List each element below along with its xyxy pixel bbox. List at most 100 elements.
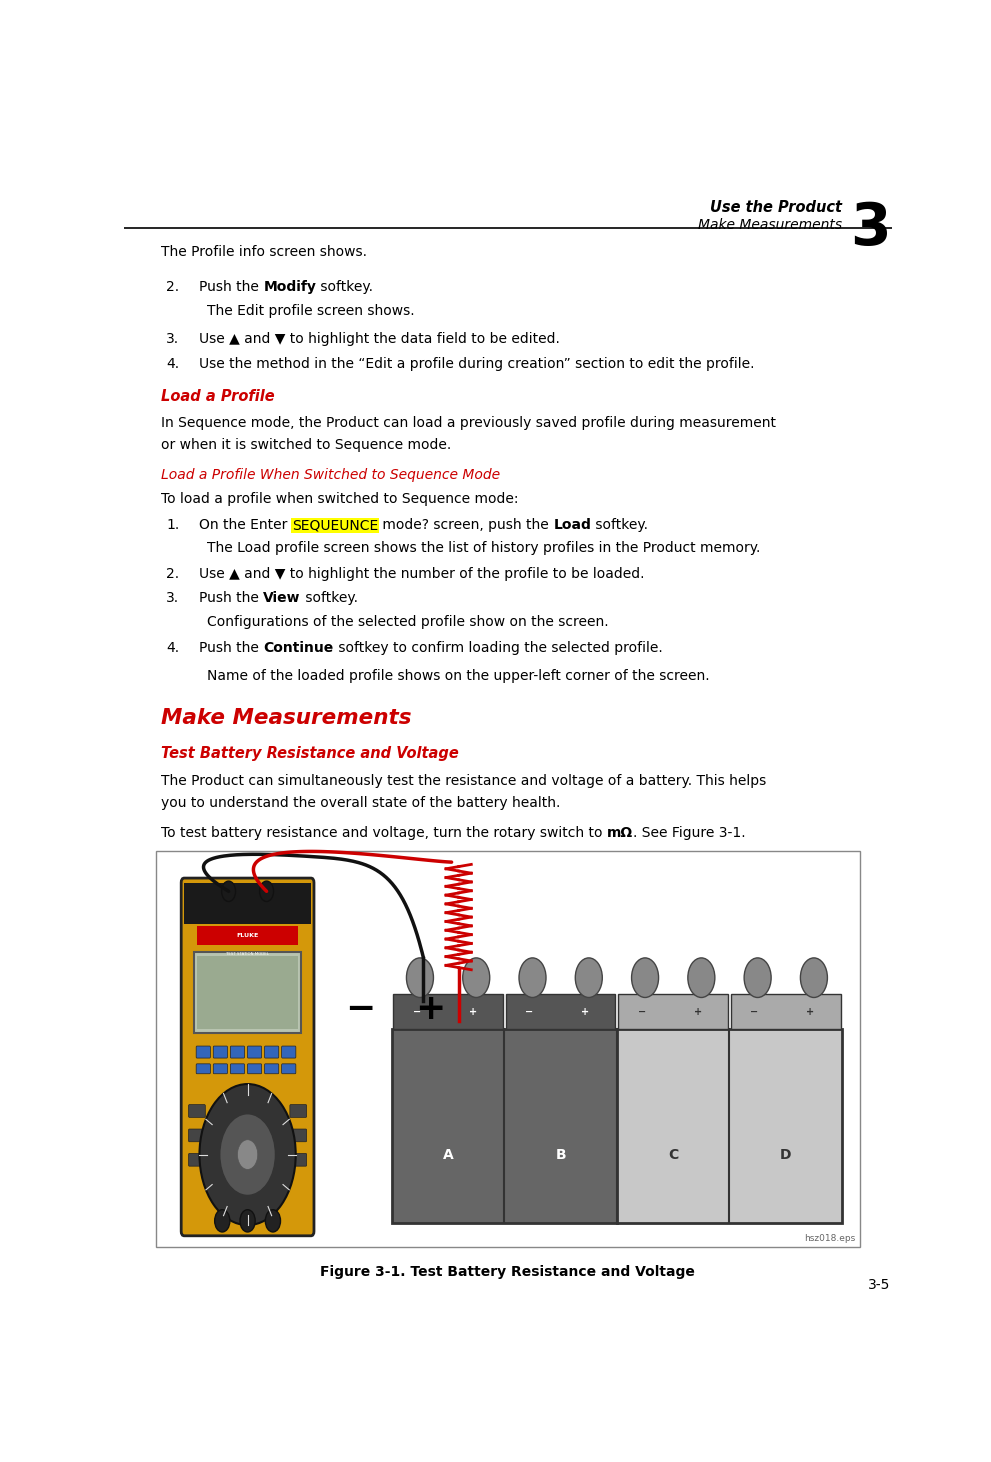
Circle shape: [688, 958, 715, 997]
Circle shape: [222, 882, 236, 902]
FancyBboxPatch shape: [290, 1154, 306, 1167]
Text: B: B: [555, 1149, 566, 1162]
Text: Push the: Push the: [199, 592, 264, 605]
FancyBboxPatch shape: [188, 1154, 205, 1167]
Text: softkey.: softkey.: [301, 592, 358, 605]
Text: −: −: [637, 1007, 646, 1016]
Text: TEST STATION MODEL: TEST STATION MODEL: [226, 952, 269, 956]
Text: Use ▲ and ▼ to highlight the number of the profile to be loaded.: Use ▲ and ▼ to highlight the number of t…: [199, 567, 644, 580]
Text: 2.: 2.: [166, 279, 179, 294]
FancyBboxPatch shape: [157, 851, 859, 1247]
FancyBboxPatch shape: [181, 879, 314, 1235]
Text: D: D: [780, 1149, 792, 1162]
Circle shape: [631, 958, 659, 997]
Text: +: +: [469, 1007, 477, 1016]
Circle shape: [406, 958, 433, 997]
Text: In Sequence mode, the Product can load a previously saved profile during measure: In Sequence mode, the Product can load a…: [161, 415, 776, 430]
Text: The Profile info screen shows.: The Profile info screen shows.: [161, 244, 367, 259]
FancyBboxPatch shape: [188, 1129, 205, 1142]
Circle shape: [260, 882, 274, 902]
Circle shape: [744, 958, 771, 997]
FancyBboxPatch shape: [248, 1064, 262, 1073]
Text: Make Measurements: Make Measurements: [161, 709, 411, 728]
Circle shape: [199, 1083, 295, 1225]
Circle shape: [519, 958, 546, 997]
Text: The Product can simultaneously test the resistance and voltage of a battery. Thi: The Product can simultaneously test the …: [161, 773, 766, 788]
Text: The Edit profile screen shows.: The Edit profile screen shows.: [207, 304, 414, 319]
Text: Configurations of the selected profile show on the screen.: Configurations of the selected profile s…: [207, 616, 608, 629]
Text: mode? screen, push the: mode? screen, push the: [379, 518, 553, 532]
FancyBboxPatch shape: [197, 956, 298, 1029]
Text: +: +: [415, 993, 446, 1026]
Circle shape: [220, 1114, 275, 1196]
Text: or when it is switched to Sequence mode.: or when it is switched to Sequence mode.: [161, 439, 451, 452]
Circle shape: [266, 1209, 280, 1232]
FancyBboxPatch shape: [281, 1045, 296, 1058]
Text: Push the: Push the: [199, 279, 264, 294]
Text: 1.: 1.: [166, 518, 179, 532]
Text: 4.: 4.: [166, 640, 179, 655]
Text: you to understand the overall state of the battery health.: you to understand the overall state of t…: [161, 797, 560, 810]
Text: Continue: Continue: [264, 640, 334, 655]
Text: 3: 3: [849, 200, 890, 257]
Text: Modify: Modify: [264, 279, 316, 294]
Text: hsz018.eps: hsz018.eps: [805, 1234, 856, 1243]
FancyBboxPatch shape: [213, 1064, 228, 1073]
Text: −: −: [750, 1007, 758, 1016]
Text: 4.: 4.: [166, 357, 179, 371]
Text: To load a profile when switched to Sequence mode:: To load a profile when switched to Seque…: [161, 493, 518, 506]
Text: +: +: [807, 1007, 815, 1016]
FancyBboxPatch shape: [184, 883, 311, 924]
Text: softkey.: softkey.: [316, 279, 374, 294]
FancyBboxPatch shape: [213, 1045, 228, 1058]
Text: A: A: [443, 1149, 454, 1162]
FancyBboxPatch shape: [393, 994, 502, 1029]
Circle shape: [215, 1209, 230, 1232]
Text: Figure 3-1. Test Battery Resistance and Voltage: Figure 3-1. Test Battery Resistance and …: [320, 1265, 696, 1279]
FancyBboxPatch shape: [230, 1064, 245, 1073]
FancyBboxPatch shape: [265, 1045, 278, 1058]
Text: +: +: [694, 1007, 702, 1016]
Text: +: +: [582, 1007, 590, 1016]
FancyBboxPatch shape: [281, 1064, 296, 1073]
Text: mΩ: mΩ: [606, 826, 632, 839]
Text: Test Battery Resistance and Voltage: Test Battery Resistance and Voltage: [161, 746, 459, 760]
Text: 3-5: 3-5: [868, 1278, 890, 1292]
Text: Use the Product: Use the Product: [710, 200, 842, 215]
Text: 3.: 3.: [166, 332, 179, 346]
Text: Make Measurements: Make Measurements: [698, 218, 842, 232]
Circle shape: [238, 1140, 258, 1170]
FancyBboxPatch shape: [290, 1105, 306, 1117]
FancyBboxPatch shape: [731, 994, 840, 1029]
Text: The Load profile screen shows the list of history profiles in the Product memory: The Load profile screen shows the list o…: [207, 541, 760, 554]
FancyBboxPatch shape: [248, 1045, 262, 1058]
Text: FLUKE: FLUKE: [237, 933, 259, 939]
FancyBboxPatch shape: [265, 1064, 278, 1073]
Text: 3.: 3.: [166, 592, 179, 605]
Circle shape: [240, 1209, 256, 1232]
Text: 2.: 2.: [166, 567, 179, 580]
Text: softkey to confirm loading the selected profile.: softkey to confirm loading the selected …: [334, 640, 662, 655]
Text: . See Figure 3-1.: . See Figure 3-1.: [632, 826, 745, 839]
Text: Use the method in the “Edit a profile during creation” section to edit the profi: Use the method in the “Edit a profile du…: [199, 357, 754, 371]
FancyBboxPatch shape: [391, 1029, 617, 1224]
Circle shape: [801, 958, 827, 997]
FancyBboxPatch shape: [617, 1029, 842, 1224]
Text: softkey.: softkey.: [592, 518, 648, 532]
Text: Load a Profile: Load a Profile: [161, 389, 275, 404]
FancyBboxPatch shape: [188, 1105, 205, 1117]
Text: −: −: [525, 1007, 533, 1016]
Text: Push the: Push the: [199, 640, 264, 655]
Text: Use ▲ and ▼ to highlight the data field to be edited.: Use ▲ and ▼ to highlight the data field …: [199, 332, 560, 346]
Text: On the Enter: On the Enter: [199, 518, 292, 532]
Text: −: −: [345, 993, 376, 1026]
FancyBboxPatch shape: [194, 952, 301, 1032]
Text: To test battery resistance and voltage, turn the rotary switch to: To test battery resistance and voltage, …: [161, 826, 606, 839]
FancyBboxPatch shape: [197, 925, 298, 946]
Text: Load a Profile When Switched to Sequence Mode: Load a Profile When Switched to Sequence…: [161, 468, 499, 481]
FancyBboxPatch shape: [230, 1045, 245, 1058]
Text: SEQUEUNCE: SEQUEUNCE: [292, 518, 379, 532]
Circle shape: [463, 958, 490, 997]
Text: Name of the loaded profile shows on the upper-left corner of the screen.: Name of the loaded profile shows on the …: [207, 670, 710, 683]
Text: View: View: [264, 592, 301, 605]
